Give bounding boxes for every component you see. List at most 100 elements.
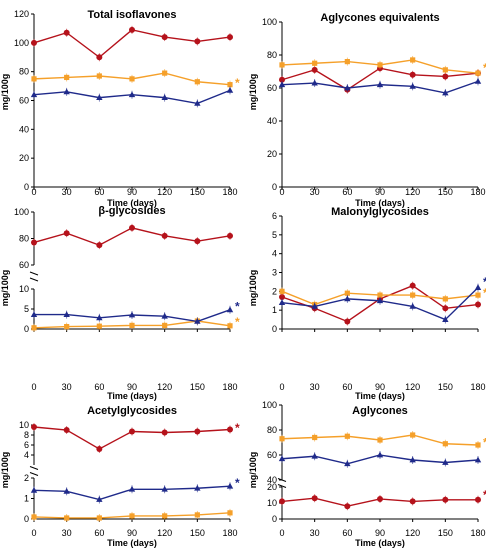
- x-tick-label: 150: [190, 528, 205, 538]
- significance-star: *: [483, 436, 486, 450]
- data-point: [227, 323, 233, 329]
- y-tick-label: 6: [272, 211, 277, 221]
- data-point: [409, 498, 416, 505]
- significance-star: *: [483, 488, 486, 502]
- x-tick-label: 120: [157, 528, 172, 538]
- x-tick-label: 180: [470, 528, 485, 538]
- data-point: [377, 437, 383, 443]
- data-point: [129, 224, 135, 231]
- y-tick-label: 60: [267, 450, 277, 460]
- x-tick-label: 180: [222, 528, 237, 538]
- data-point: [96, 515, 102, 521]
- y-tick-label: 120: [14, 9, 29, 19]
- data-point: [194, 238, 201, 245]
- y-tick-label: 100: [262, 400, 277, 410]
- data-point: [96, 323, 102, 329]
- data-point: [96, 73, 102, 79]
- y-tick-label: 0: [24, 324, 29, 334]
- chart-title: Aglycones: [352, 405, 408, 417]
- y-tick-label: 0: [272, 514, 277, 524]
- data-point: [311, 79, 318, 86]
- data-point: [311, 452, 318, 459]
- x-tick-label: 90: [375, 382, 385, 392]
- chart-panel: 0 20 40 60 80 100 0 30 60 90 120 150 180 Aglycones eq…: [248, 12, 486, 208]
- data-point: [279, 436, 285, 442]
- y-tick-label: 10: [19, 284, 29, 294]
- data-point: [31, 325, 37, 331]
- x-tick-label: 0: [279, 382, 284, 392]
- x-tick-label: 90: [127, 382, 137, 392]
- x-tick-label: 0: [31, 528, 36, 538]
- data-point: [128, 311, 136, 318]
- data-point: [31, 76, 37, 82]
- data-point: [442, 89, 449, 96]
- data-point: [161, 94, 168, 101]
- data-point: [475, 292, 481, 298]
- data-point: [227, 510, 233, 516]
- y-tick-label: 80: [19, 67, 29, 77]
- chart-panel: 0 20 40 60 80 100 120 0 30 60 90 120 150 180 Total iso…: [0, 9, 240, 208]
- data-point: [161, 312, 168, 319]
- chart-title: β-glycosides: [98, 205, 165, 217]
- data-point: [63, 88, 70, 95]
- y-tick-label: 4: [24, 450, 29, 460]
- data-point: [279, 76, 285, 83]
- data-point: [442, 441, 448, 447]
- y-tick-label: 10: [19, 420, 29, 430]
- data-point: [377, 62, 383, 68]
- data-point: [96, 54, 103, 61]
- data-point: [344, 503, 351, 510]
- significance-star: *: [235, 421, 240, 435]
- data-point: [279, 498, 285, 505]
- data-point: [475, 442, 481, 448]
- data-point: [312, 60, 318, 66]
- y-tick-label: 20: [267, 149, 277, 159]
- data-point: [96, 496, 103, 502]
- data-point: [226, 482, 234, 489]
- data-point: [96, 94, 103, 101]
- y-axis-label: mg/100g: [0, 452, 10, 489]
- data-point: [227, 34, 233, 41]
- data-point: [442, 67, 448, 73]
- data-point: [162, 70, 168, 76]
- y-axis-label: mg/100g: [248, 270, 258, 307]
- x-tick-label: 180: [222, 382, 237, 392]
- data-point: [442, 305, 449, 312]
- y-tick-label: 5: [24, 304, 29, 314]
- x-tick-label: 60: [342, 528, 352, 538]
- x-tick-label: 90: [127, 187, 137, 197]
- data-point: [344, 84, 351, 91]
- data-point: [194, 512, 200, 518]
- data-point: [194, 99, 201, 106]
- data-point: [311, 303, 318, 309]
- x-axis-label: Time (days): [355, 198, 405, 208]
- data-point: [64, 324, 70, 330]
- data-point: [475, 496, 481, 503]
- data-point: [226, 87, 234, 93]
- data-point: [96, 446, 103, 452]
- x-tick-label: 90: [375, 187, 385, 197]
- chart-panel: 0 5 10 60 80 100 0 30 60 90 120 150 180 β-glycosides T…: [0, 205, 240, 401]
- x-tick-label: 120: [157, 187, 172, 197]
- x-tick-label: 120: [405, 382, 420, 392]
- data-point: [409, 71, 416, 78]
- data-point: [279, 288, 285, 294]
- axis-break-mark: [29, 466, 39, 476]
- data-point: [279, 62, 285, 68]
- data-point: [129, 428, 135, 435]
- significance-star: *: [235, 300, 240, 314]
- x-tick-label: 30: [310, 187, 320, 197]
- y-tick-label: 40: [267, 475, 277, 485]
- y-tick-label: 20: [19, 153, 29, 163]
- axis-break-mark: [29, 271, 39, 282]
- data-point: [161, 429, 168, 436]
- data-point: [278, 299, 286, 306]
- y-tick-label: 1: [24, 494, 29, 504]
- y-tick-label: 0: [272, 324, 277, 334]
- y-tick-label: 0: [24, 514, 29, 524]
- data-point: [30, 486, 38, 493]
- data-point: [475, 70, 481, 76]
- y-axis-label: mg/100g: [248, 452, 258, 489]
- data-point: [226, 306, 234, 313]
